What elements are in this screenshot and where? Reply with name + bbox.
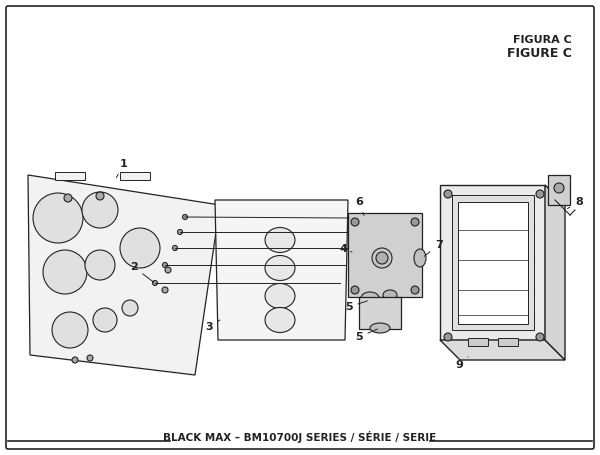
Circle shape — [444, 190, 452, 198]
Text: 6: 6 — [355, 197, 364, 215]
Circle shape — [162, 287, 168, 293]
Text: 5: 5 — [345, 301, 367, 312]
Circle shape — [372, 248, 392, 268]
Ellipse shape — [265, 283, 295, 308]
Circle shape — [351, 218, 359, 226]
Ellipse shape — [265, 256, 295, 280]
Circle shape — [120, 228, 160, 268]
Text: 3: 3 — [205, 320, 220, 332]
FancyBboxPatch shape — [348, 213, 422, 297]
Circle shape — [351, 286, 359, 294]
Circle shape — [82, 192, 118, 228]
Text: 9: 9 — [455, 357, 468, 370]
Bar — [458, 202, 528, 324]
Ellipse shape — [414, 249, 426, 267]
Circle shape — [182, 214, 187, 219]
Circle shape — [411, 286, 419, 294]
Circle shape — [411, 218, 419, 226]
Circle shape — [376, 252, 388, 264]
Circle shape — [96, 192, 104, 200]
Ellipse shape — [370, 323, 390, 333]
Circle shape — [554, 183, 564, 193]
Text: FIGURE C: FIGURE C — [507, 47, 572, 60]
Text: BLACK MAX – BM10700J SERIES / SÉRIE / SERIE: BLACK MAX – BM10700J SERIES / SÉRIE / SE… — [163, 431, 437, 443]
Circle shape — [33, 193, 83, 243]
Polygon shape — [545, 185, 565, 360]
Circle shape — [178, 229, 182, 234]
Circle shape — [52, 312, 88, 348]
Circle shape — [444, 333, 452, 341]
Text: 8: 8 — [568, 197, 583, 208]
Circle shape — [152, 280, 157, 285]
Text: 4: 4 — [340, 244, 352, 254]
Bar — [498, 338, 518, 346]
Polygon shape — [215, 200, 348, 340]
Polygon shape — [28, 175, 220, 375]
Bar — [468, 338, 488, 346]
Bar — [55, 172, 85, 180]
Text: FIGURA C: FIGURA C — [513, 35, 572, 45]
Circle shape — [64, 194, 72, 202]
Circle shape — [173, 246, 178, 251]
Circle shape — [85, 250, 115, 280]
Polygon shape — [440, 340, 565, 360]
Polygon shape — [440, 185, 545, 340]
Circle shape — [87, 355, 93, 361]
Text: 1: 1 — [116, 159, 128, 177]
Ellipse shape — [361, 292, 379, 304]
Ellipse shape — [265, 308, 295, 333]
Circle shape — [93, 308, 117, 332]
Circle shape — [165, 267, 171, 273]
Bar — [120, 172, 150, 180]
Circle shape — [122, 300, 138, 316]
Ellipse shape — [265, 228, 295, 253]
Text: 5: 5 — [355, 329, 377, 342]
Text: 2: 2 — [130, 262, 154, 282]
FancyBboxPatch shape — [359, 297, 401, 329]
Text: 7: 7 — [424, 240, 443, 256]
Bar — [452, 195, 534, 330]
Bar — [548, 175, 570, 205]
Circle shape — [163, 263, 167, 268]
Circle shape — [536, 333, 544, 341]
Circle shape — [72, 357, 78, 363]
Circle shape — [43, 250, 87, 294]
Circle shape — [536, 190, 544, 198]
Ellipse shape — [383, 290, 397, 300]
